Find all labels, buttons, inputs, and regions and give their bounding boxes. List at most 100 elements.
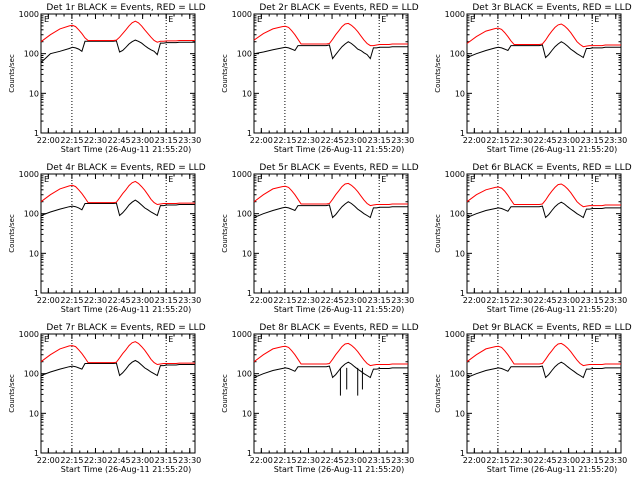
panel-title: Det 2r BLACK = Events, RED = LLD (259, 3, 418, 13)
x-axis-label: Start Time (26-Aug-11 21:55:20) (487, 145, 618, 154)
x-tick-label: 23:15 (368, 136, 391, 145)
y-tick-label: 1 (34, 449, 39, 458)
flag-label: E (44, 175, 49, 184)
detector-panel-9: Det 9r BLACK = Events, RED = LLD 1 10 100 10… (434, 323, 632, 474)
y-tick-label: 1000 (232, 10, 252, 19)
x-axis-label: Start Time (26-Aug-11 21:55:20) (61, 305, 192, 314)
y-tick-label: 1 (247, 129, 252, 138)
x-axis-label: Start Time (26-Aug-11 21:55:20) (61, 465, 192, 474)
y-tick-label: 1 (460, 129, 465, 138)
x-tick-label: 22:30 (297, 136, 320, 145)
x-axis-label: Start Time (26-Aug-11 21:55:20) (274, 465, 405, 474)
y-tick-label: 100 (237, 370, 252, 379)
x-tick-label: 22:45 (321, 136, 344, 145)
x-tick-label: 22:30 (84, 136, 107, 145)
series-lld-line (253, 342, 408, 367)
x-tick-label: 22:30 (510, 296, 533, 305)
flag-label: E (594, 335, 599, 344)
x-tick-label: 22:45 (534, 296, 557, 305)
plot-frame (40, 173, 196, 294)
y-tick-label: 10 (455, 409, 465, 418)
x-tick-label: 22:00 (463, 296, 486, 305)
panel-title: Det 4r BLACK = Events, RED = LLD (46, 163, 205, 173)
x-tick-label: 23:00 (344, 456, 367, 465)
panel-title: Det 6r BLACK = Events, RED = LLD (472, 163, 631, 173)
x-tick-label: 22:30 (84, 296, 107, 305)
y-tick-label: 10 (242, 249, 252, 258)
flag-label: E (257, 15, 262, 24)
plot-frame (40, 13, 196, 134)
y-tick-label: 100 (450, 210, 465, 219)
y-tick-label: 1000 (232, 330, 252, 339)
x-tick-label: 22:45 (108, 136, 131, 145)
x-tick-label: 23:15 (368, 456, 391, 465)
x-tick-label: 23:30 (604, 296, 627, 305)
series-lld-line (40, 180, 195, 206)
x-tick-label: 23:15 (155, 136, 178, 145)
flag-label: E (381, 15, 386, 24)
y-tick-label: 1 (247, 449, 252, 458)
y-tick-label: 100 (450, 370, 465, 379)
series-events-line (40, 39, 195, 63)
x-tick-label: 22:45 (534, 456, 557, 465)
x-axis-label: Start Time (26-Aug-11 21:55:20) (487, 305, 618, 314)
x-tick-label: 22:30 (297, 296, 320, 305)
x-axis-label: Start Time (26-Aug-11 21:55:20) (487, 465, 618, 474)
x-tick-label: 22:15 (60, 456, 83, 465)
x-tick-label: 23:00 (557, 136, 580, 145)
panel-title: Det 1r BLACK = Events, RED = LLD (46, 3, 205, 13)
detector-panel-3: Det 3r BLACK = Events, RED = LLD 1 10 100 10… (434, 3, 632, 154)
detector-panel-4: Det 4r BLACK = Events, RED = LLD 1 10 100 10… (8, 163, 206, 314)
x-tick-label: 22:15 (486, 136, 509, 145)
y-tick-label: 100 (24, 210, 39, 219)
x-axis-label: Start Time (26-Aug-11 21:55:20) (61, 145, 192, 154)
series-lld-line (40, 20, 195, 43)
series-events-line (40, 199, 195, 217)
x-tick-label: 23:00 (131, 456, 154, 465)
x-tick-label: 23:30 (391, 136, 414, 145)
series-events-line (466, 41, 621, 59)
x-tick-label: 22:00 (250, 296, 273, 305)
y-tick-label: 1 (460, 449, 465, 458)
y-tick-label: 1000 (445, 170, 465, 179)
series-events-line (253, 41, 408, 60)
series-events-line (40, 359, 195, 377)
y-tick-label: 1000 (19, 10, 39, 19)
y-tick-label: 1 (34, 129, 39, 138)
x-tick-label: 22:15 (486, 296, 509, 305)
flag-label: E (470, 15, 475, 24)
x-tick-label: 22:45 (108, 296, 131, 305)
flag-label: E (257, 335, 262, 344)
detector-panel-7: Det 7r BLACK = Events, RED = LLD 1 10 100 10… (8, 323, 206, 474)
x-tick-label: 22:30 (510, 456, 533, 465)
flag-label: E (381, 175, 386, 184)
detector-panel-2: Det 2r BLACK = Events, RED = LLD 1 10 100 10… (221, 3, 419, 154)
x-tick-label: 23:00 (344, 296, 367, 305)
detector-panel-8: Det 8r BLACK = Events, RED = LLD 1 10 100 10… (221, 323, 419, 474)
y-tick-label: 1000 (19, 170, 39, 179)
x-tick-label: 23:15 (155, 456, 178, 465)
flag-label: E (44, 15, 49, 24)
plot-frame (253, 173, 409, 294)
detector-panel-1: Det 1r BLACK = Events, RED = LLD 1 10 100 10… (8, 3, 206, 154)
y-tick-label: 1 (34, 289, 39, 298)
y-axis-label: Counts/sec (8, 214, 16, 253)
x-tick-label: 23:30 (178, 296, 201, 305)
series-lld-line (466, 183, 621, 208)
series-events-line (253, 201, 408, 219)
plot-frame (466, 333, 622, 454)
x-tick-label: 22:30 (84, 456, 107, 465)
y-tick-label: 100 (237, 210, 252, 219)
detector-panel-5: Det 5r BLACK = Events, RED = LLD 1 10 100 10… (221, 163, 419, 314)
series-lld-line (253, 22, 408, 47)
y-axis-label: Counts/sec (434, 214, 442, 253)
flag-label: E (470, 335, 475, 344)
y-tick-label: 1000 (445, 330, 465, 339)
flag-label: E (168, 15, 173, 24)
x-tick-label: 22:00 (463, 456, 486, 465)
panel-title: Det 3r BLACK = Events, RED = LLD (472, 3, 631, 13)
y-tick-label: 1000 (232, 170, 252, 179)
x-tick-label: 22:15 (273, 136, 296, 145)
y-axis-label: Counts/sec (221, 54, 229, 93)
series-events-line (466, 361, 621, 379)
